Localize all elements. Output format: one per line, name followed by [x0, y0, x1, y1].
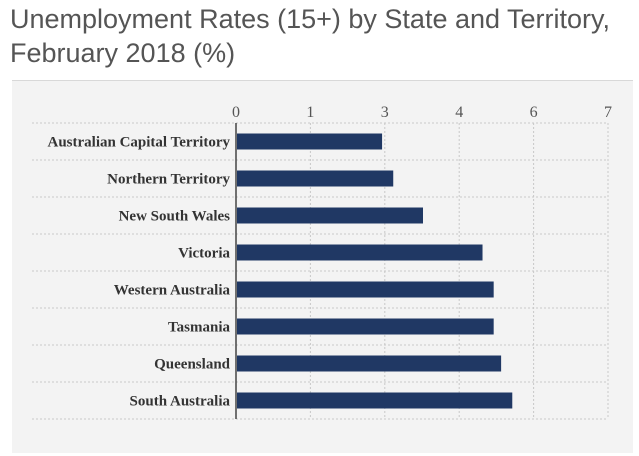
x-tick-label: 7 [604, 104, 612, 121]
category-label: South Australia [130, 394, 231, 410]
x-tick-label: 1 [306, 104, 314, 121]
category-label: Australian Capital Territory [48, 135, 231, 151]
bar [237, 355, 502, 372]
x-tick-label: 3 [381, 104, 389, 121]
category-label: New South Wales [119, 209, 231, 225]
bar [237, 170, 394, 187]
bar [237, 207, 423, 224]
chart-title-line-2: February 2018 (%) [10, 38, 236, 68]
chart-title: Unemployment Rates (15+) by State and Te… [10, 2, 635, 70]
x-tick-label: 0 [232, 104, 240, 121]
x-tick-label: 4 [455, 104, 463, 121]
bar [237, 392, 513, 409]
category-label: Queensland [154, 357, 231, 373]
category-label: Northern Territory [107, 172, 230, 188]
x-tick-label: 6 [530, 104, 538, 121]
bar [237, 244, 483, 261]
category-label: Tasmania [168, 320, 230, 336]
category-label: Victoria [178, 246, 230, 262]
category-label: Western Australia [114, 283, 231, 299]
bar [237, 318, 494, 335]
bar [237, 133, 383, 150]
chart-title-line-1: Unemployment Rates (15+) by State and Te… [10, 4, 611, 34]
bar [237, 281, 494, 298]
